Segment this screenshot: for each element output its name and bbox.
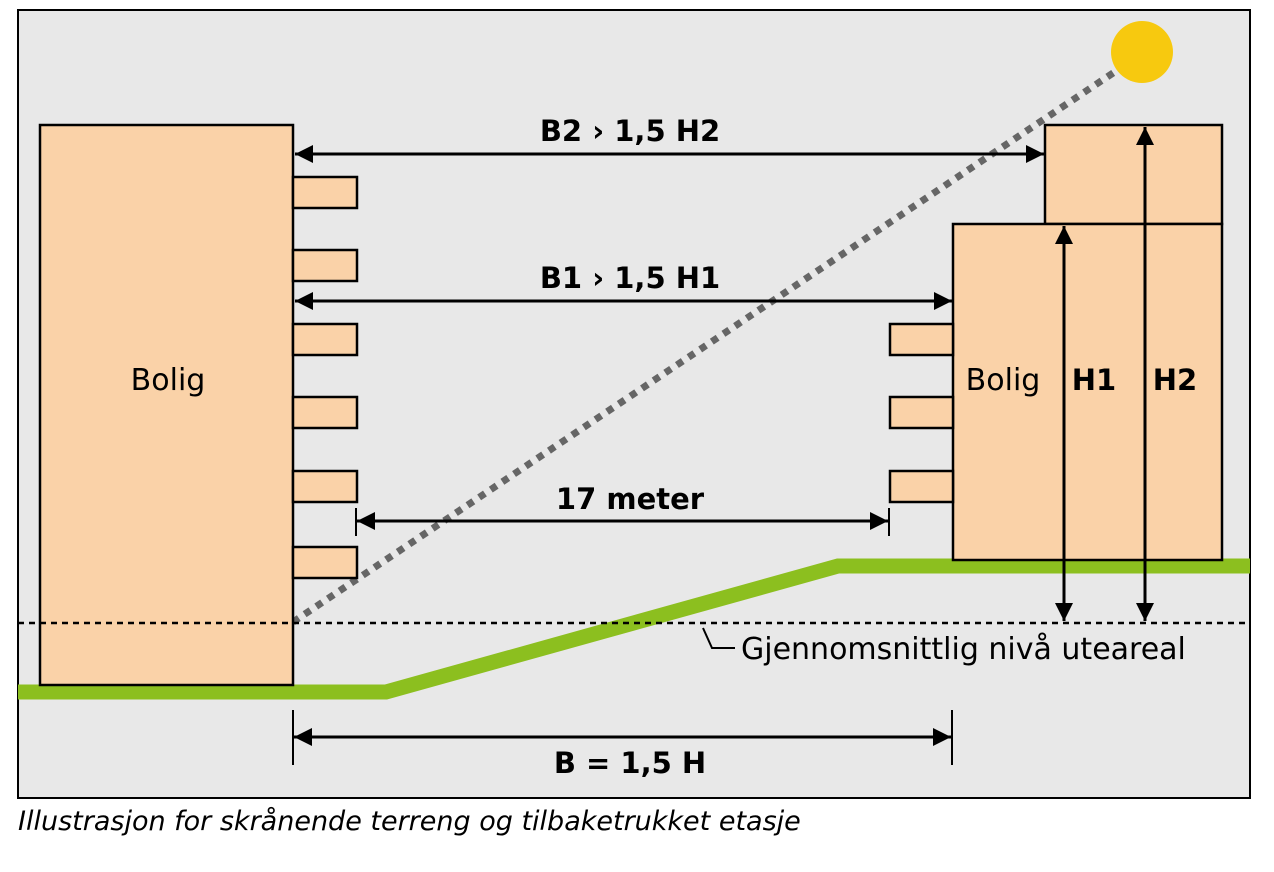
h1-label: H1 [1072, 363, 1116, 397]
b1-label: B1 › 1,5 H1 [540, 261, 720, 295]
figure-caption: Illustrasjon for skrånende terreng og ti… [18, 806, 801, 837]
left-balcony [291, 175, 359, 210]
left-building [38, 123, 295, 687]
left-balcony [291, 395, 359, 430]
h2-label: H2 [1153, 363, 1197, 397]
sun-icon [1111, 21, 1173, 83]
b2-label: B2 › 1,5 H2 [540, 114, 720, 148]
right-building [951, 222, 1224, 562]
terrain-line [18, 558, 1250, 700]
left-balcony [291, 469, 359, 504]
right-balconies [888, 322, 955, 504]
left-balcony [291, 322, 359, 357]
right-building-label: Bolig [966, 363, 1041, 398]
average-level-label: Gjennomsnittlig nivå uteareal [741, 632, 1186, 667]
average-level-leader [702, 627, 735, 649]
right-balcony [888, 395, 955, 430]
distance-label: 17 meter [556, 482, 705, 516]
left-building-label: Bolig [131, 363, 206, 398]
right-balcony [888, 322, 955, 357]
right-balcony [888, 469, 955, 504]
left-balconies [291, 175, 359, 580]
left-balcony [291, 545, 359, 580]
left-balcony [291, 248, 359, 283]
b-total-label: B = 1,5 H [554, 746, 706, 780]
right-building-setback-floor [1043, 123, 1224, 226]
